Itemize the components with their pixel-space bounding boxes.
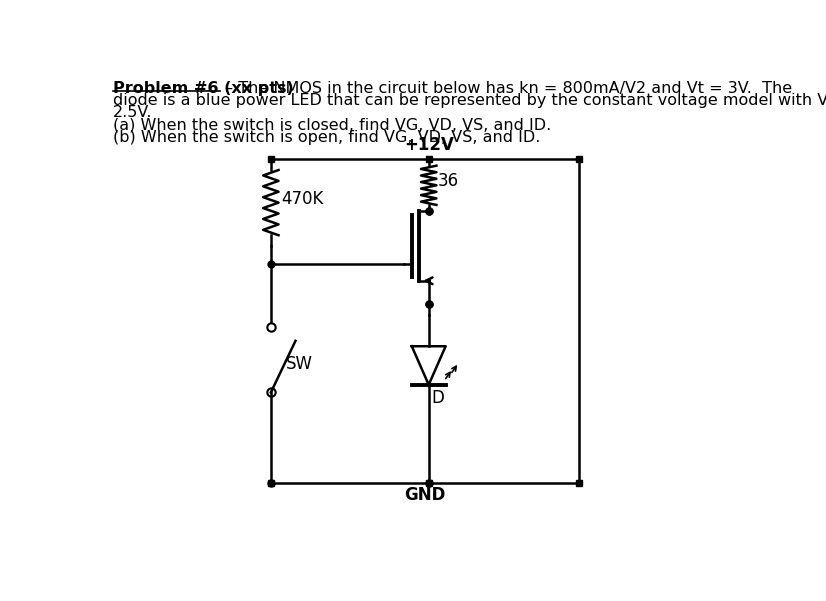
Text: – The NMOS in the circuit below has kn = 800mA/V2 and Vt = 3V.  The: – The NMOS in the circuit below has kn =… [220, 81, 792, 96]
Text: SW: SW [287, 355, 313, 373]
Text: D: D [432, 389, 444, 407]
Text: 2.5V.: 2.5V. [113, 105, 153, 120]
Text: +12V: +12V [404, 136, 453, 154]
Text: GND: GND [404, 486, 445, 504]
Text: (b) When the switch is open, find VG, VD, VS, and ID.: (b) When the switch is open, find VG, VD… [113, 130, 540, 145]
Text: (a) When the switch is closed, find VG, VD, VS, and ID.: (a) When the switch is closed, find VG, … [113, 118, 551, 133]
Text: 36: 36 [438, 172, 459, 191]
Text: 470K: 470K [282, 190, 324, 208]
Text: Problem #6 (xx pts): Problem #6 (xx pts) [113, 81, 294, 96]
Text: diode is a blue power LED that can be represented by the constant voltage model : diode is a blue power LED that can be re… [113, 93, 826, 108]
